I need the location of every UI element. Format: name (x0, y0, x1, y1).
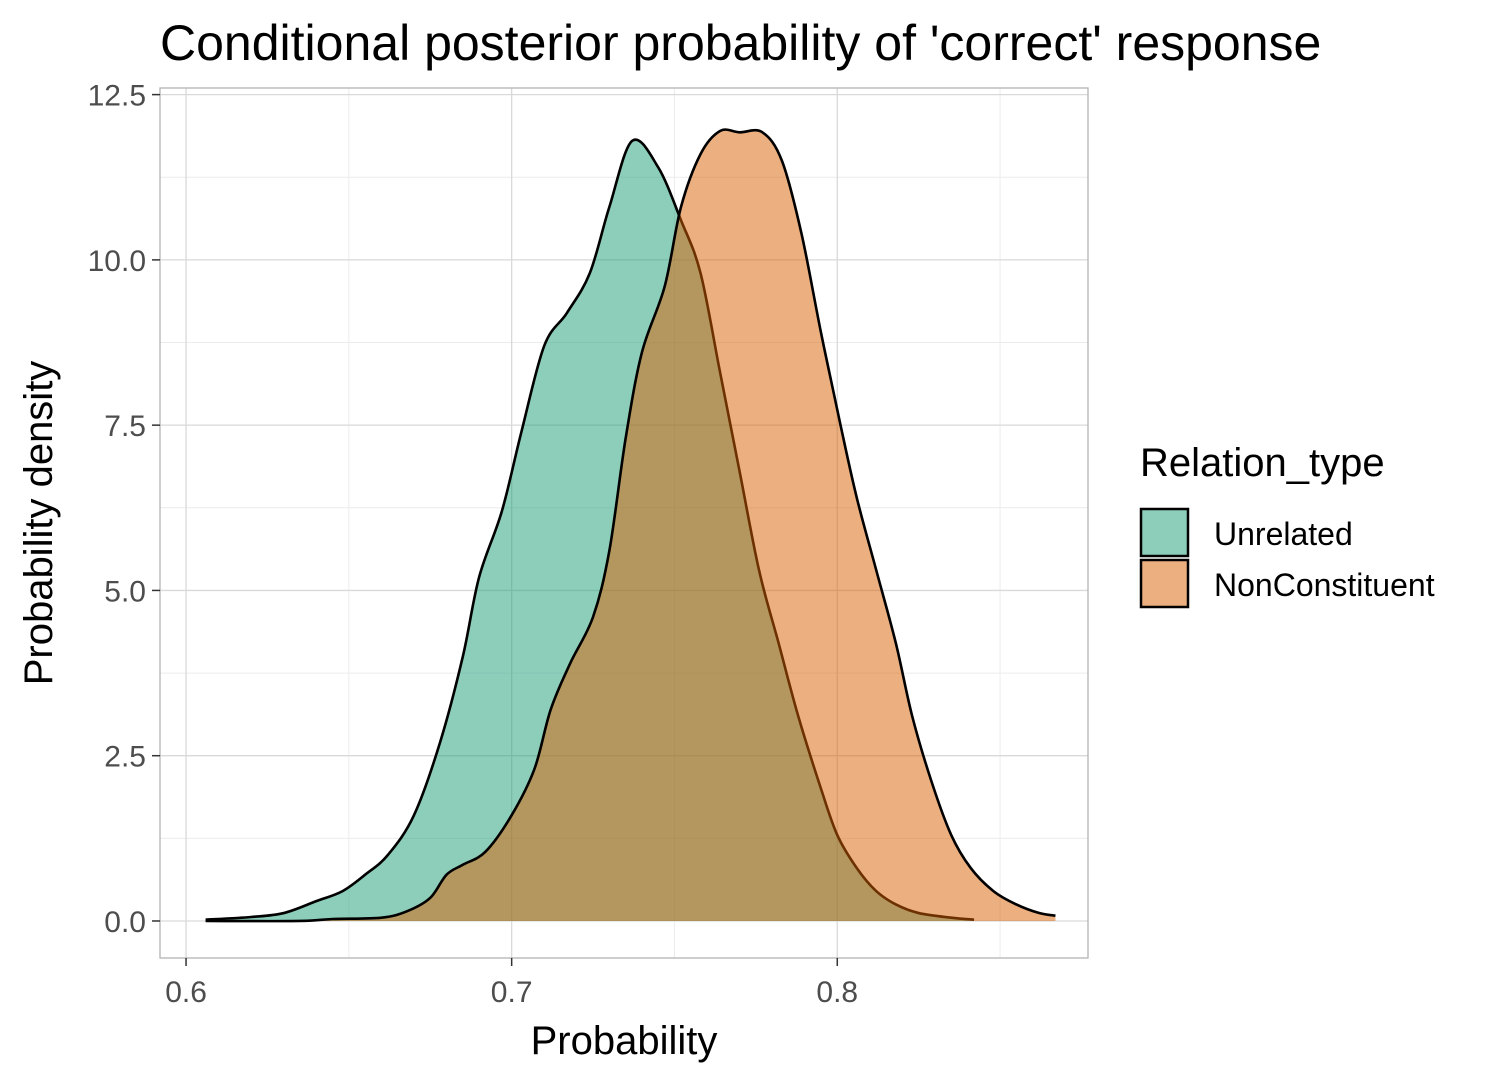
x-tick-label: 0.8 (816, 976, 858, 1009)
y-tick-label: 5.0 (104, 575, 146, 608)
legend-label-unrelated: Unrelated (1214, 516, 1353, 552)
density-area-nonconstituent (205, 129, 1056, 922)
panel-border (159, 87, 1089, 959)
y-tick-label: 2.5 (104, 741, 146, 774)
chart-title: Conditional posterior probability of 'co… (160, 15, 1321, 71)
legend-label-nonconstituent: NonConstituent (1214, 567, 1435, 603)
density-line-nonconstituent (205, 128, 1056, 923)
y-axis-ticks: 0.0 2.5 5.0 7.5 10.0 12.5 (88, 80, 160, 939)
y-axis-title: Probability density (17, 361, 61, 686)
legend-key-nonconstituent (1139, 558, 1190, 609)
legend-title: Relation_type (1140, 441, 1385, 485)
x-tick-label: 0.7 (491, 976, 533, 1009)
y-tick-label: 7.5 (104, 410, 146, 443)
x-tick-label: 0.6 (165, 976, 207, 1009)
y-tick-label: 10.0 (88, 245, 146, 278)
x-axis-ticks: 0.6 0.7 0.8 (165, 958, 858, 1009)
legend-key-unrelated (1139, 507, 1190, 558)
y-tick-label: 12.5 (88, 80, 146, 113)
y-tick-label: 0.0 (104, 906, 146, 939)
series-layer (205, 128, 1056, 923)
legend: Relation_type Unrelated NonConstituent (1139, 441, 1435, 609)
x-axis-title: Probability (531, 1019, 718, 1063)
